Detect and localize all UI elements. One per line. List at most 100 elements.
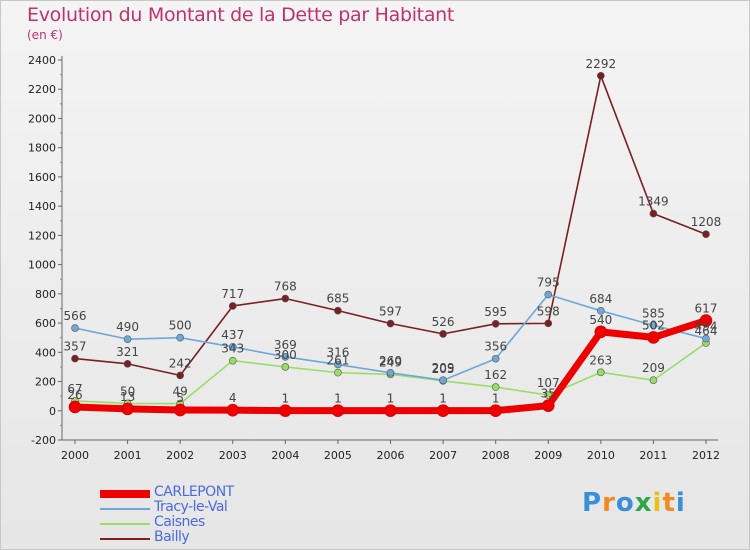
data-label: 1208 (691, 215, 722, 229)
data-label: 1 (334, 392, 342, 406)
data-label: 1 (282, 392, 290, 406)
y-tick-label: 1800 (28, 142, 56, 155)
data-label: 597 (379, 305, 402, 319)
x-tick-label: 2005 (324, 449, 352, 462)
data-point (386, 368, 395, 377)
legend-swatch (100, 523, 150, 525)
y-tick-label: 200 (35, 376, 56, 389)
data-point (491, 354, 500, 363)
data-label: 768 (274, 280, 297, 294)
data-label: 464 (695, 324, 718, 338)
data-label: 617 (695, 302, 718, 316)
data-label: 107 (537, 376, 560, 390)
legend-label: Caisnes (154, 514, 205, 530)
data-label: 795 (537, 276, 560, 290)
data-label: 1 (439, 392, 447, 406)
data-label: 717 (221, 287, 244, 301)
data-label: 162 (484, 368, 507, 382)
legend-label: Tracy-le-Val (154, 499, 228, 515)
data-point (71, 354, 79, 363)
data-label: 685 (326, 292, 349, 306)
y-tick-label: -200 (31, 434, 56, 447)
data-point (226, 403, 240, 417)
x-tick-label: 2010 (587, 449, 615, 462)
brand-letter: P (582, 488, 603, 518)
data-point (649, 209, 658, 218)
data-point (281, 363, 290, 371)
data-label: 684 (589, 292, 612, 306)
brand-letter: i (675, 488, 686, 518)
legend-swatch (100, 538, 150, 540)
data-point (281, 353, 290, 361)
x-tick-label: 2008 (482, 449, 510, 462)
brand-letter: i (652, 488, 663, 518)
data-label: 249 (379, 355, 402, 369)
data-point (544, 319, 553, 328)
data-point (173, 403, 187, 417)
data-point (386, 319, 395, 328)
data-point (544, 290, 553, 299)
data-label: 585 (642, 306, 665, 320)
x-tick-label: 2011 (639, 449, 667, 462)
x-tick-label: 2003 (219, 449, 247, 462)
data-point (228, 302, 237, 310)
legend-swatch (100, 508, 150, 510)
y-tick-label: 1400 (28, 200, 56, 213)
y-tick-label: 2000 (28, 112, 56, 125)
data-point (334, 360, 342, 369)
data-point (176, 333, 184, 342)
data-point (68, 400, 82, 414)
legend-label: CARLEPONT (154, 484, 234, 500)
x-tick-label: 2007 (429, 449, 457, 462)
data-label: 1349 (638, 195, 669, 209)
data-label: 260 (379, 354, 402, 368)
legend-swatch (100, 490, 150, 498)
data-point (123, 335, 132, 343)
data-label: 209 (642, 361, 665, 375)
data-label: 300 (274, 348, 297, 362)
data-label: 1 (492, 392, 500, 406)
data-point (176, 371, 184, 380)
legend-label: Bailly (154, 529, 190, 545)
data-point (597, 306, 605, 315)
x-tick-label: 2004 (271, 449, 299, 462)
data-point (228, 356, 237, 365)
data-point (439, 330, 447, 338)
data-label: 357 (64, 340, 87, 354)
y-tick-label: 600 (35, 317, 56, 330)
data-label: 2292 (586, 57, 617, 71)
data-label: 343 (221, 342, 244, 356)
x-tick-label: 2009 (534, 449, 562, 462)
data-label: 50 (120, 384, 135, 398)
y-tick-label: 800 (35, 288, 56, 301)
data-label: 35 (541, 387, 556, 401)
data-point (597, 368, 605, 377)
data-label: 263 (589, 353, 612, 367)
data-point (649, 321, 658, 330)
x-tick-label: 2001 (114, 449, 142, 462)
data-label: 67 (67, 382, 82, 396)
data-label: 205 (432, 362, 455, 376)
data-point (491, 320, 500, 328)
x-tick-label: 2012 (692, 449, 720, 462)
data-label: 526 (432, 315, 455, 329)
data-label: 598 (537, 304, 560, 318)
data-point (281, 294, 290, 303)
data-point (597, 71, 605, 80)
data-point (649, 376, 658, 385)
data-point (491, 383, 500, 391)
data-label: 26 (67, 388, 82, 402)
data-label: 566 (64, 309, 87, 323)
data-point (228, 343, 237, 351)
x-tick-label: 2000 (61, 449, 89, 462)
y-tick-label: 400 (35, 346, 56, 359)
data-label: 494 (695, 320, 718, 334)
y-tick-label: 2200 (28, 83, 56, 96)
data-point (702, 334, 710, 343)
data-point (384, 404, 397, 417)
data-point (647, 331, 660, 344)
brand-letter: t (662, 488, 676, 518)
brand-letter: x (634, 488, 653, 518)
data-point (71, 324, 79, 332)
data-point (541, 399, 555, 412)
